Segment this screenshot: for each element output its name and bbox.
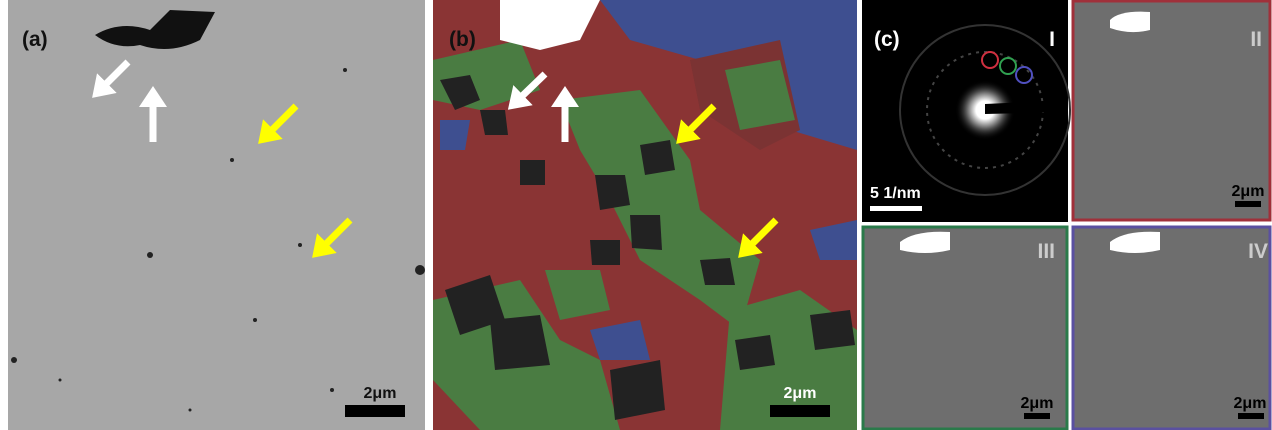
scale-bar-label: 2μm (1232, 183, 1265, 200)
panel-label: (c) (874, 28, 900, 51)
scale-bar (1024, 413, 1050, 419)
panel-b: (b) 2μm (433, 0, 857, 430)
panel-c-iv: IV 2μm (1073, 227, 1270, 429)
panel-c-ii: II 2μm (1073, 1, 1270, 220)
scale-bar-label: 2μm (784, 385, 817, 402)
scale-bar-label: 2μm (364, 385, 397, 402)
scale-bar-label: 5 1/nm (870, 185, 921, 202)
scale-bar-label: 2μm (1021, 395, 1054, 412)
scale-bar (1235, 201, 1261, 207)
panel-label: (b) (449, 28, 476, 51)
subpanel-label: III (1037, 240, 1055, 263)
panel-label: (a) (22, 28, 48, 51)
scale-bar (345, 405, 405, 417)
scale-bar-label: 2μm (1234, 395, 1267, 412)
subpanel-label: IV (1248, 240, 1268, 263)
panel-a: (a) 2μm (8, 0, 425, 430)
region (440, 120, 470, 150)
image (8, 0, 425, 430)
subpanel-label: I (1049, 28, 1055, 51)
panel-c-i: (c) I 5 1/nm (862, 0, 1070, 222)
scale-bar (770, 405, 830, 417)
scale-bar (870, 206, 922, 211)
panel-c-iii: III 2μm (863, 227, 1067, 429)
scale-bar (1238, 413, 1264, 419)
subpanel-label: II (1250, 28, 1262, 51)
figure: (a) 2μm (b) 2μm (c) I 5 1/nm II 2μm III … (0, 0, 1272, 430)
